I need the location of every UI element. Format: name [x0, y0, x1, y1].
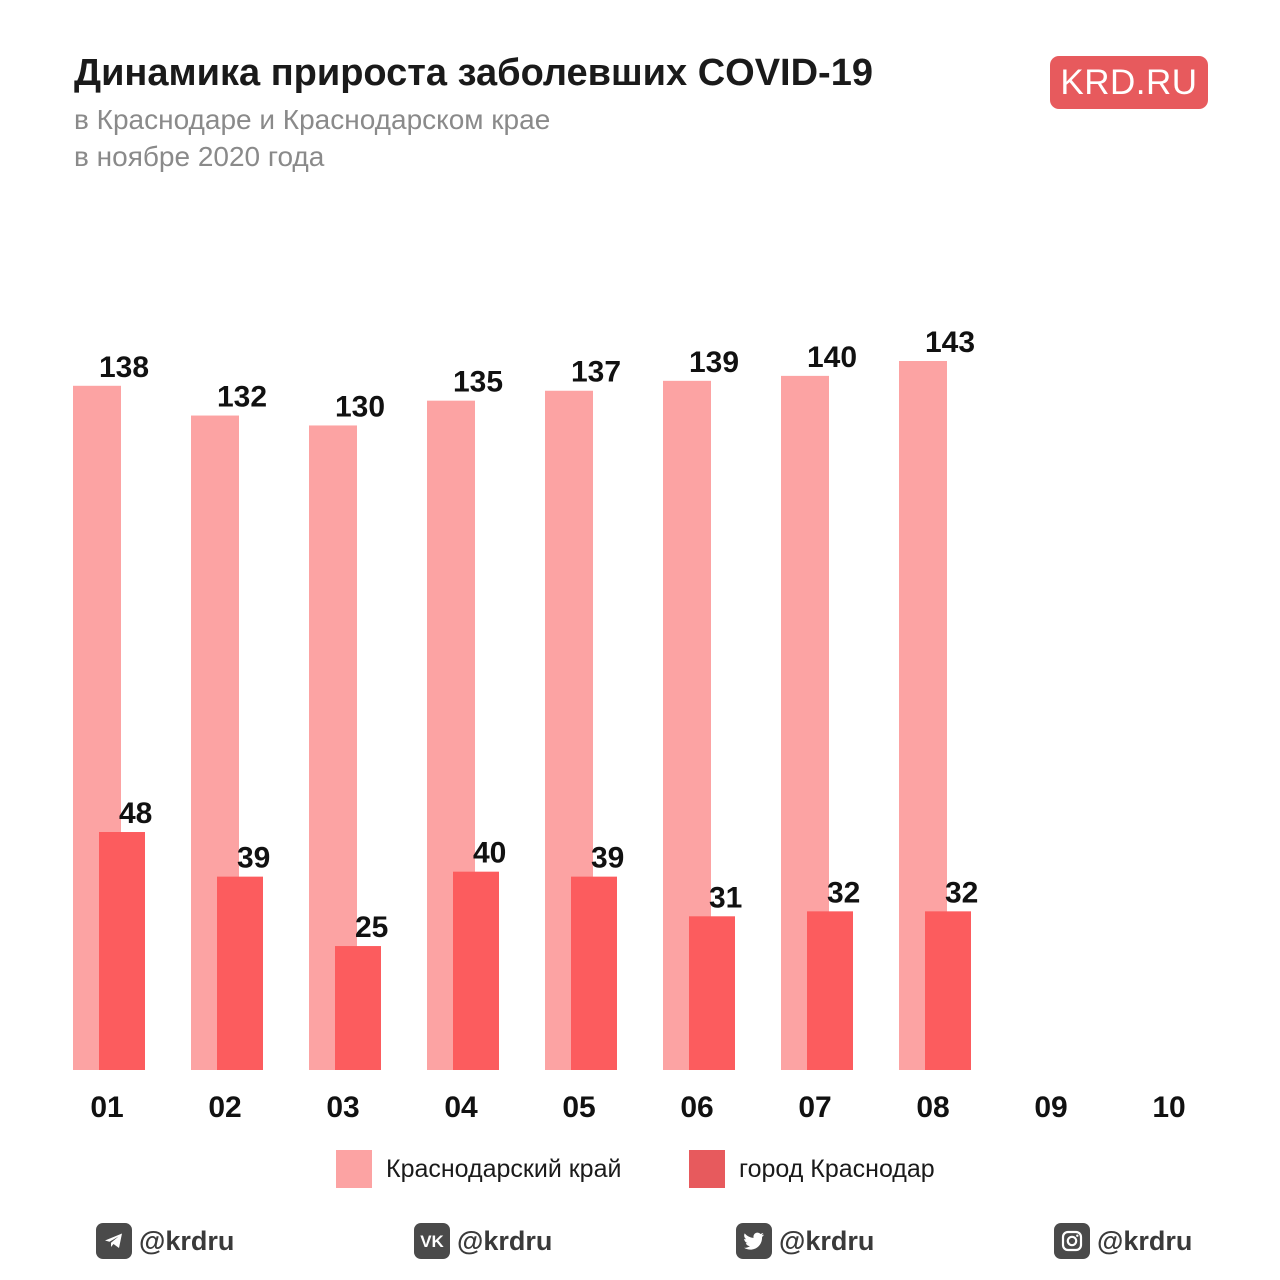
data-label-city-02: 39	[237, 842, 270, 875]
data-label-city-01: 48	[119, 797, 152, 830]
chart-title: Динамика прироста заболевших COVID-19	[74, 52, 873, 94]
data-label-city-06: 31	[709, 881, 742, 914]
vk-icon: VK	[414, 1223, 450, 1259]
telegram-icon	[96, 1223, 132, 1259]
bar-city-05	[571, 876, 617, 1070]
data-label-region-08: 143	[925, 326, 975, 359]
bar-chart: 138 48 01 132 39 02 130 25 03 135 40 04 137 39 05 139 31…	[73, 326, 1186, 1124]
x-tick-label-06: 06	[680, 1091, 713, 1124]
data-label-city-08: 32	[945, 876, 978, 909]
bar-city-04	[453, 871, 499, 1070]
x-tick-label-09: 09	[1034, 1091, 1067, 1124]
brand-logo[interactable]: KRD.RU	[1050, 56, 1208, 109]
subtitle-line-2: в ноябре 2020 года	[74, 141, 325, 172]
x-tick-label-02: 02	[208, 1091, 241, 1124]
data-label-region-04: 135	[453, 366, 503, 399]
bar-city-03	[335, 946, 381, 1070]
x-tick-label-03: 03	[326, 1091, 359, 1124]
svg-text:VK: VK	[420, 1232, 444, 1251]
social-vk[interactable]: VK @krdru	[414, 1222, 552, 1260]
data-label-region-05: 137	[571, 356, 621, 389]
social-instagram[interactable]: @krdru	[1054, 1222, 1192, 1260]
data-label-region-02: 132	[217, 381, 267, 414]
x-tick-label-04: 04	[444, 1091, 478, 1124]
subtitle-line-1: в Краснодаре и Краснодарском крае	[74, 104, 551, 135]
data-label-region-03: 130	[335, 390, 385, 423]
bar-city-02	[217, 876, 263, 1070]
social-handle-instagram: @krdru	[1097, 1225, 1193, 1256]
social-handle-telegram: @krdru	[139, 1225, 235, 1256]
instagram-icon	[1054, 1223, 1090, 1259]
legend-label-region: Краснодарский край	[386, 1154, 622, 1183]
data-label-city-04: 40	[473, 837, 506, 870]
legend-swatch-region	[336, 1150, 372, 1188]
data-label-region-06: 139	[689, 346, 739, 379]
bar-city-06	[689, 916, 735, 1070]
social-twitter[interactable]: @krdru	[736, 1222, 874, 1260]
legend-swatch-city	[689, 1150, 725, 1188]
x-tick-label-01: 01	[90, 1091, 123, 1124]
social-handle-twitter: @krdru	[779, 1225, 875, 1256]
twitter-icon	[736, 1223, 772, 1259]
bar-city-08	[925, 911, 971, 1070]
data-label-city-07: 32	[827, 876, 860, 909]
data-label-city-05: 39	[591, 842, 624, 875]
social-telegram[interactable]: @krdru	[96, 1222, 234, 1260]
x-tick-label-05: 05	[562, 1091, 595, 1124]
social-handle-vk: @krdru	[457, 1225, 553, 1256]
data-label-region-07: 140	[807, 341, 857, 374]
legend-label-city: город Краснодар	[739, 1154, 935, 1183]
legend-item-region: Краснодарский край	[336, 1150, 621, 1188]
data-label-region-01: 138	[99, 351, 149, 384]
bar-city-07	[807, 911, 853, 1070]
x-tick-label-10: 10	[1152, 1091, 1185, 1124]
bar-city-01	[99, 832, 145, 1070]
x-tick-label-07: 07	[798, 1091, 831, 1124]
data-label-city-03: 25	[355, 911, 388, 944]
x-tick-label-08: 08	[916, 1091, 949, 1124]
chart-subtitle: в Краснодаре и Краснодарском крае в нояб…	[74, 101, 550, 175]
legend-item-city: город Краснодар	[689, 1150, 935, 1188]
